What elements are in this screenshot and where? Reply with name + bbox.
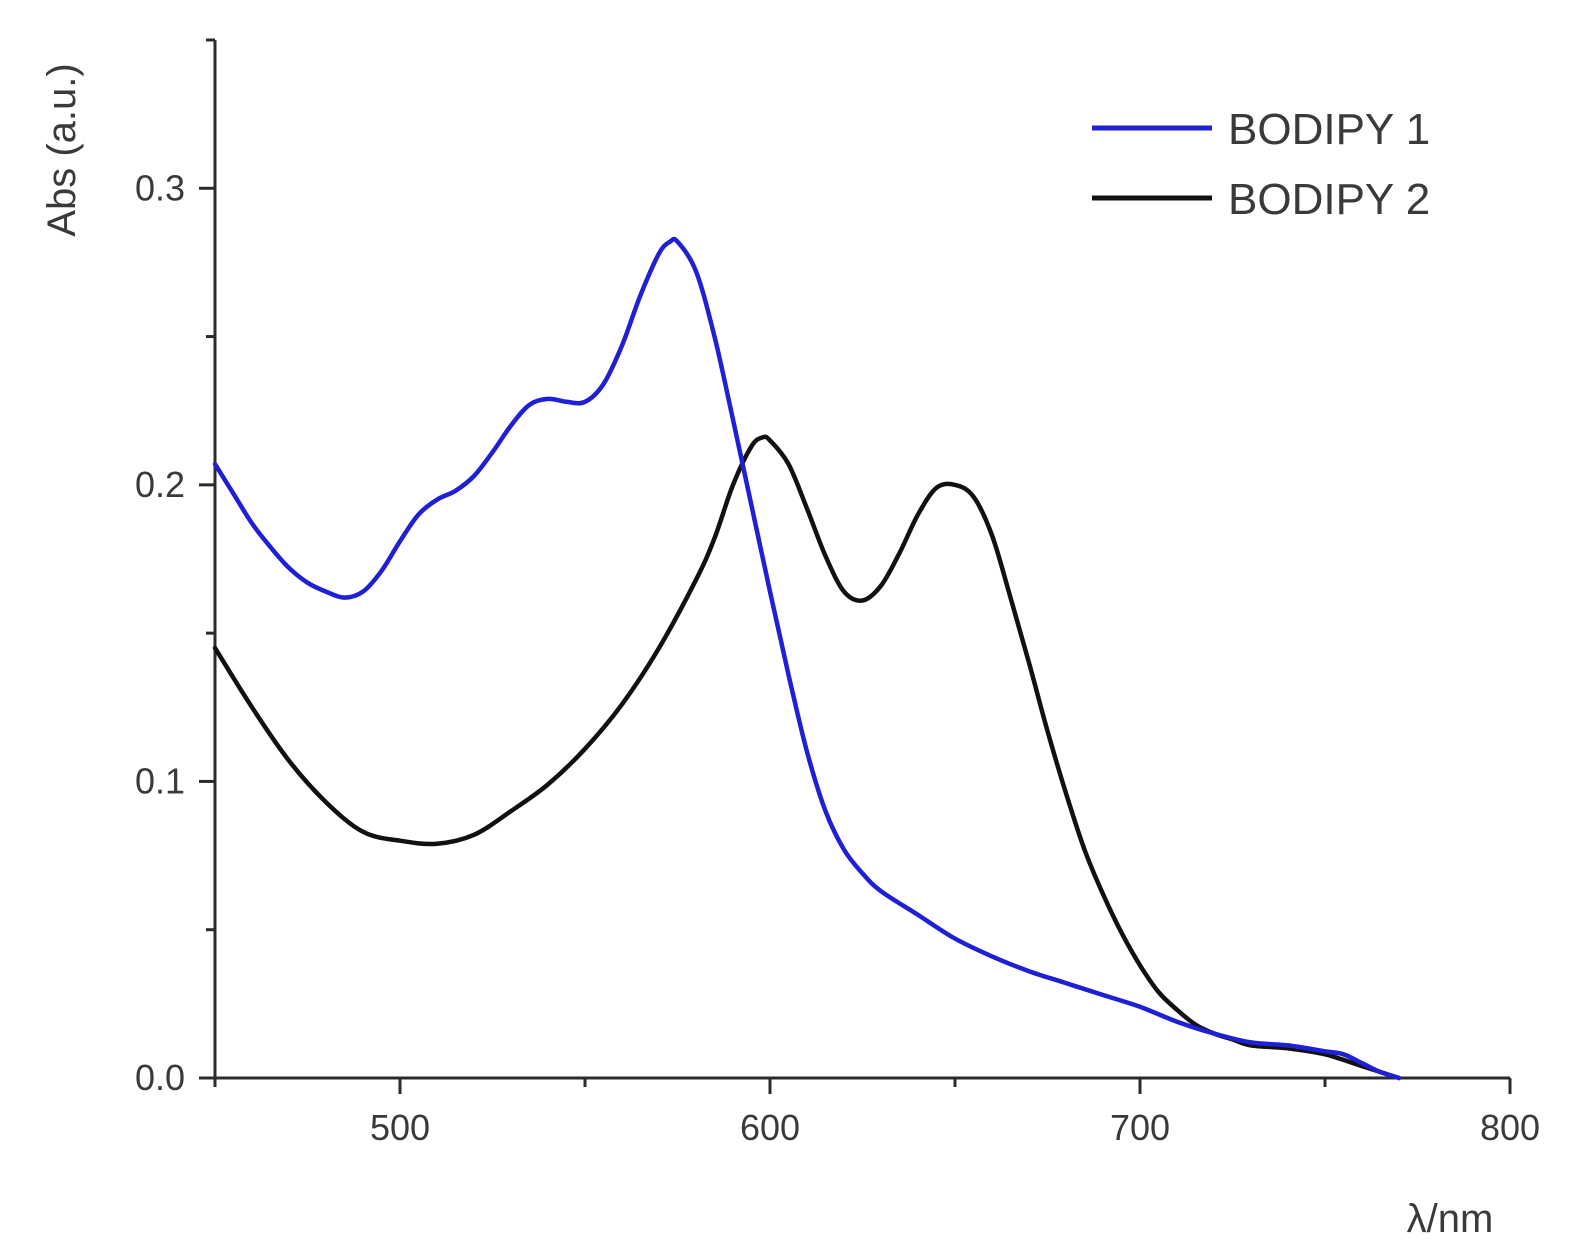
- series-line-bodipy-2: [212, 434, 1402, 1081]
- x-tick-label: 700: [1110, 1107, 1170, 1148]
- y-tick-label: 0.2: [135, 464, 185, 505]
- x-axis-title: λ/nm: [1407, 1197, 1494, 1241]
- x-tick-label: 600: [740, 1107, 800, 1148]
- x-tick-label: 800: [1480, 1107, 1540, 1148]
- axes: 500 600 700 800 0.0 0.1 0.2 0.3: [135, 38, 1540, 1148]
- y-tick-label: 0.0: [135, 1057, 185, 1098]
- series-group: [212, 236, 1402, 1081]
- legend-label: BODIPY 1: [1228, 105, 1430, 154]
- legend-label: BODIPY 2: [1228, 175, 1430, 224]
- series-line-bodipy-1: [212, 236, 1402, 1081]
- y-tick-label: 0.3: [135, 167, 185, 208]
- legend: BODIPY 1 BODIPY 2: [1092, 105, 1430, 224]
- x-tick-label: 500: [370, 1107, 430, 1148]
- y-tick-label: 0.1: [135, 760, 185, 801]
- y-axis-title: Abs (a.u.): [40, 63, 84, 236]
